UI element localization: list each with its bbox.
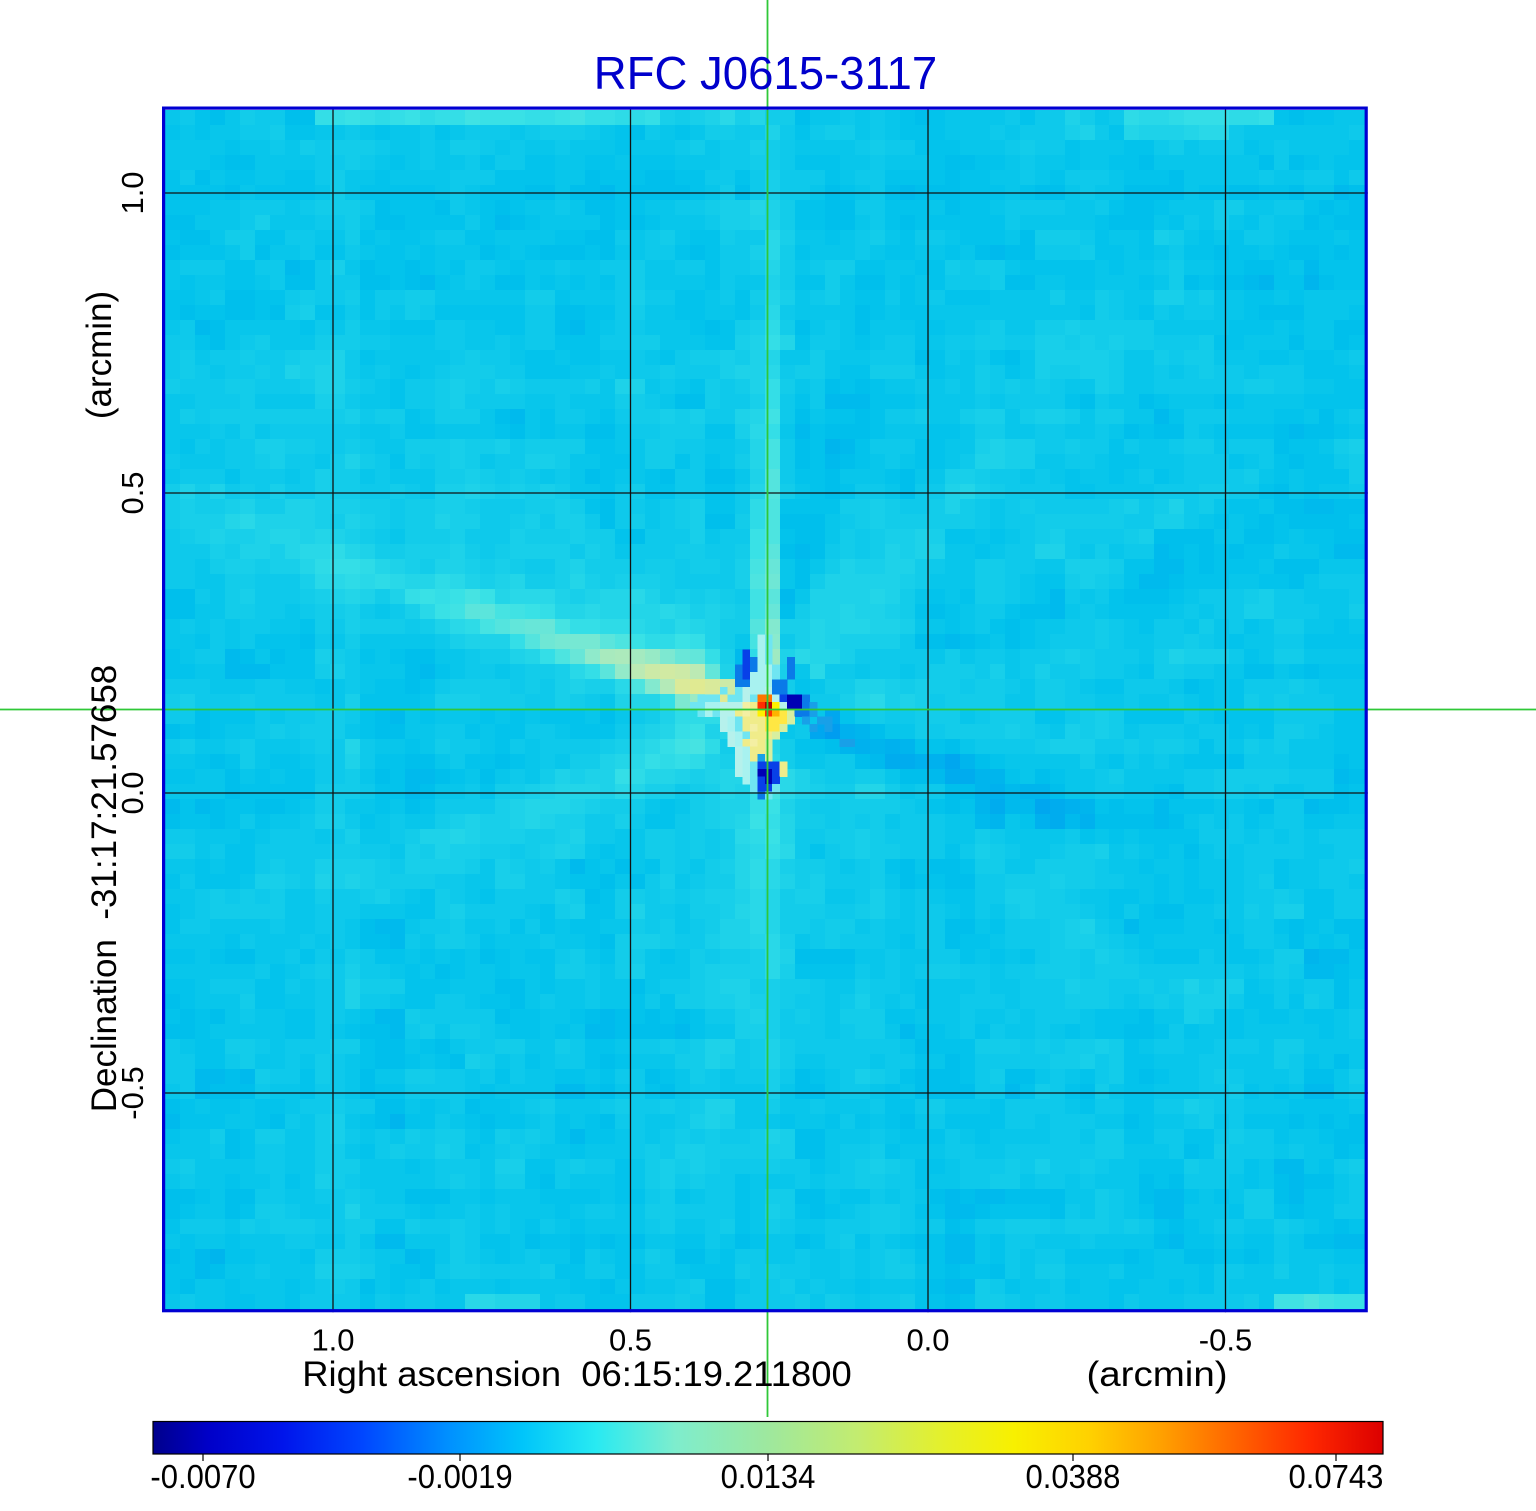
svg-text:0.0388: 0.0388: [1026, 1458, 1121, 1495]
svg-text:0.5: 0.5: [609, 1323, 652, 1358]
svg-text:-0.5: -0.5: [115, 1066, 150, 1119]
svg-text:Declination -31:17:21.57658: Declination -31:17:21.57658: [85, 665, 124, 1113]
svg-text:(arcmin): (arcmin): [80, 291, 119, 419]
svg-text:0.0134: 0.0134: [721, 1458, 816, 1495]
svg-text:1.0: 1.0: [115, 171, 150, 214]
svg-text:-0.0019: -0.0019: [407, 1458, 512, 1495]
svg-text:0.0: 0.0: [906, 1323, 949, 1358]
svg-text:-0.5: -0.5: [1199, 1323, 1252, 1358]
svg-text:0.0: 0.0: [115, 771, 150, 814]
svg-text:0.5: 0.5: [115, 471, 150, 514]
svg-text:-0.0070: -0.0070: [150, 1458, 255, 1495]
svg-text:1.0: 1.0: [311, 1323, 354, 1358]
svg-text:Right ascension 06:15:19.2118: Right ascension 06:15:19.211800: [302, 1355, 851, 1394]
svg-text:RFC J0615-3117: RFC J0615-3117: [594, 48, 937, 99]
svg-text:0.0743: 0.0743: [1289, 1458, 1384, 1495]
svg-text:(arcmin): (arcmin): [1086, 1355, 1227, 1394]
